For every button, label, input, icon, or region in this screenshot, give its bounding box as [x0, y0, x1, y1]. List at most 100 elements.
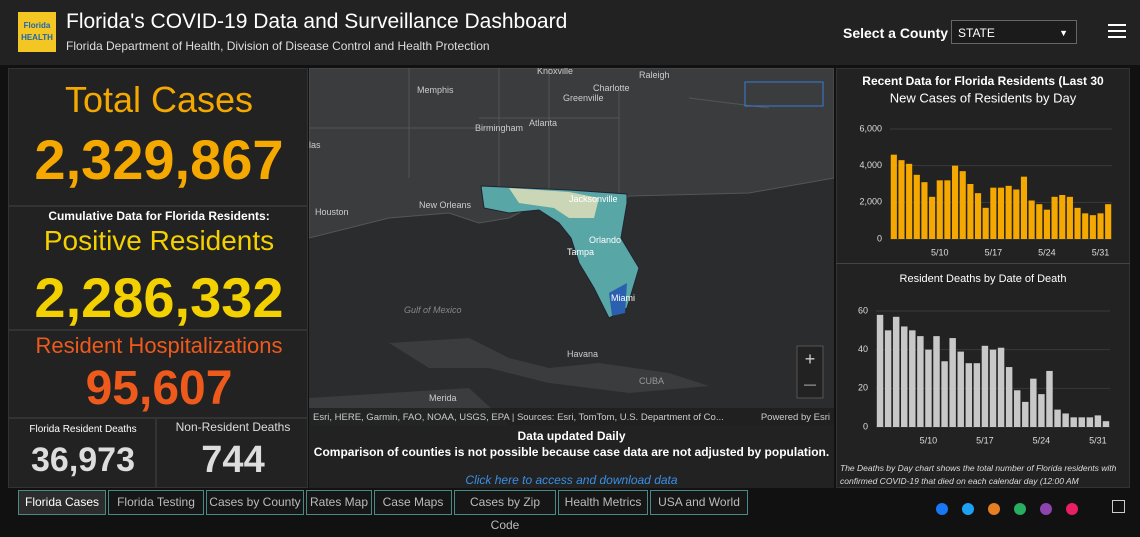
x-tick-label: 5/31: [1089, 435, 1107, 445]
bar: [1022, 401, 1029, 427]
download-link[interactable]: Click here to access and download data: [465, 473, 678, 487]
cases-chart: New Cases of Residents by Day 0 2,000 4,000…: [859, 90, 1112, 257]
deaths-chart: Resident Deaths by Date of Death 0 20 40 60 5…: [858, 273, 1110, 445]
notice-line: Data updated Daily: [517, 429, 626, 443]
y-tick-label: 6,000: [859, 123, 882, 133]
bar: [997, 347, 1005, 427]
bar: [965, 363, 973, 427]
tab[interactable]: Health Metrics: [558, 490, 648, 515]
florida-north: [509, 188, 599, 218]
zoom-controls[interactable]: [796, 345, 824, 399]
x-tick-label: 5/24: [1038, 247, 1056, 257]
bar: [1005, 367, 1013, 427]
bar: [941, 361, 948, 427]
map-label: Atlanta: [529, 118, 557, 128]
res-deaths-card: Florida Resident Deaths 36,973: [8, 418, 156, 488]
bar: [1028, 200, 1035, 239]
x-tick-label: 5/31: [1092, 247, 1110, 257]
bar: [990, 187, 997, 239]
tab[interactable]: Cases by County: [206, 490, 304, 515]
value: 95,607: [85, 362, 233, 415]
chart-title: New Cases of Residents by Day: [890, 90, 1077, 105]
bar: [917, 336, 924, 427]
bar: [933, 336, 940, 427]
total-cases-card: Total Cases 2,329,867: [8, 68, 308, 206]
bar: [1062, 413, 1069, 427]
bar: [1043, 209, 1050, 239]
bar: [1030, 378, 1037, 427]
bar: [1105, 204, 1112, 239]
nonres-deaths-card: Non-Resident Deaths 744: [156, 418, 308, 488]
zoom-in[interactable]: +: [805, 349, 816, 369]
bar: [974, 193, 982, 239]
map-label: Merida: [429, 393, 457, 403]
y-tick-label: 60: [858, 305, 868, 315]
value: 2,286,332: [34, 266, 284, 329]
divider: [836, 263, 1130, 264]
florida: [480, 185, 640, 319]
right-header: Recent Data for Florida Residents (Last …: [862, 74, 1104, 88]
bar: [901, 326, 908, 427]
x-tick-label: 5/24: [1033, 435, 1051, 445]
map-label: Havana: [567, 349, 598, 359]
map-label: Orlando: [589, 235, 621, 245]
bar: [989, 349, 997, 427]
bar: [959, 171, 966, 239]
bar: [967, 184, 974, 239]
label: Non-Resident Deaths: [175, 420, 291, 434]
x-tick-label: 5/10: [931, 247, 949, 257]
map-label: Charlotte: [593, 83, 630, 93]
map-tools[interactable]: [744, 81, 824, 107]
state-lines: [309, 68, 770, 203]
value: 36,973: [31, 441, 135, 479]
map-label: Tampa: [567, 247, 594, 257]
map-label: Jacksonville: [569, 194, 618, 204]
bar: [973, 363, 981, 427]
bar: [982, 207, 989, 239]
bar: [929, 196, 936, 239]
bar: [884, 330, 892, 427]
bar: [1102, 421, 1110, 427]
attribution-bar: [309, 408, 834, 425]
tab[interactable]: Cases by Zip Code: [454, 490, 556, 532]
share-icons: [930, 503, 1090, 517]
positive-card: Cumulative Data for Florida Residents: P…: [8, 206, 308, 330]
bar: [1086, 417, 1094, 427]
bar: [1020, 176, 1028, 239]
tab[interactable]: Rates Map: [306, 490, 372, 515]
bar: [936, 180, 943, 239]
cuba: [389, 338, 709, 393]
menu-button[interactable]: [1108, 24, 1126, 38]
bar: [1074, 207, 1081, 239]
map-label: Miami: [611, 293, 635, 303]
tab[interactable]: Florida Cases: [18, 490, 106, 515]
miami-dade: [609, 283, 627, 316]
bar: [1013, 189, 1020, 239]
bar: [1070, 417, 1077, 427]
bar: [925, 349, 932, 427]
bar: [952, 165, 959, 239]
bar: [1013, 390, 1021, 427]
header: Florida HEALTH Florida's COVID-19 Data a…: [0, 0, 1140, 65]
expand-icon[interactable]: [1112, 500, 1125, 513]
map-label: Gulf of Mexico: [404, 305, 462, 315]
map-label: Raleigh: [639, 70, 670, 80]
tab[interactable]: Florida Testing: [108, 490, 204, 515]
bar: [949, 338, 956, 427]
tab[interactable]: USA and World: [650, 490, 748, 515]
map-label: New Orleans: [419, 200, 472, 210]
value: 2,329,867: [34, 128, 284, 191]
tab[interactable]: Case Maps: [374, 490, 452, 515]
county-select[interactable]: STATE ▼: [951, 20, 1077, 44]
x-tick-label: 5/17: [985, 247, 1003, 257]
y-tick-label: 0: [863, 421, 868, 431]
label: Florida Resident Deaths: [29, 424, 137, 435]
y-tick-label: 4,000: [859, 160, 882, 170]
zoom-out[interactable]: —: [804, 377, 816, 391]
y-tick-label: 40: [858, 344, 868, 354]
bar: [892, 316, 900, 427]
bar: [1097, 213, 1104, 239]
label: Total Cases: [64, 79, 254, 120]
attribution: Esri, HERE, Garmin, FAO, NOAA, USGS, EPA…: [313, 412, 724, 423]
